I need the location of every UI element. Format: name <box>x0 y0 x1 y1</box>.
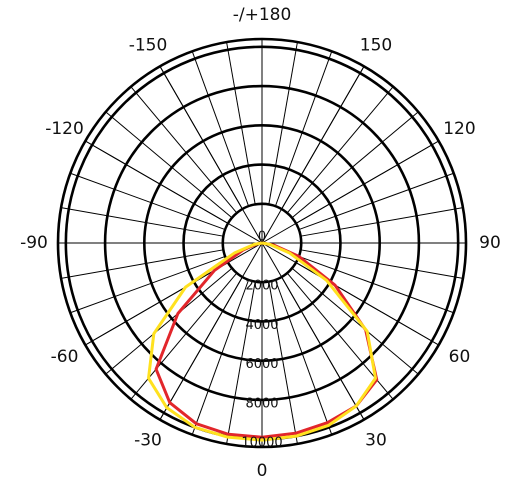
angle-tick-label: 120 <box>443 119 475 139</box>
spoke <box>105 267 233 375</box>
intensity-curve <box>147 241 377 442</box>
ring <box>182 163 342 323</box>
angle-grid-line <box>261 242 439 346</box>
angle-grid-line <box>159 66 263 244</box>
spoke <box>268 281 298 444</box>
spoke <box>105 111 233 219</box>
angle-tick-label: -120 <box>45 119 84 139</box>
angle-tick-label: 0 <box>257 461 268 481</box>
outer-ring <box>56 37 468 449</box>
spoke <box>300 249 463 279</box>
angle-tick-label: 90 <box>479 233 501 253</box>
angle-grid-line <box>159 242 263 420</box>
intensity-curve <box>154 241 379 439</box>
angle-tick-label: 30 <box>365 430 387 450</box>
spoke <box>130 86 238 214</box>
spoke <box>226 281 256 444</box>
radial-tick-label: 6000 <box>245 357 278 372</box>
spoke <box>298 255 454 314</box>
ring <box>221 202 303 284</box>
angle-grid-line <box>261 242 365 420</box>
angle-grid-line <box>85 242 263 346</box>
spoke <box>286 86 394 214</box>
angle-tick-label: -90 <box>20 233 48 253</box>
radial-tick-label: 2000 <box>245 279 278 294</box>
spoke <box>291 111 419 219</box>
spoke <box>61 207 224 237</box>
spoke <box>70 172 226 231</box>
angle-tick-label: 150 <box>360 36 392 56</box>
spoke <box>298 172 454 231</box>
spoke <box>268 42 298 205</box>
radial-tick-label: 8000 <box>245 396 278 411</box>
radial-tick-label: 0 <box>258 230 266 245</box>
spoke <box>300 207 463 237</box>
angle-tick-label: -30 <box>134 430 162 450</box>
angle-grid-line <box>261 140 439 244</box>
ring <box>143 124 381 362</box>
angle-grid-line <box>85 140 263 244</box>
radial-tick-label: 4000 <box>245 318 278 333</box>
spoke <box>226 42 256 205</box>
spoke <box>291 267 419 375</box>
radial-tick-label: 10000 <box>241 436 282 451</box>
angle-tick-label: 60 <box>449 347 471 367</box>
spoke <box>191 51 250 207</box>
angle-tick-label: -60 <box>51 347 79 367</box>
spoke <box>274 279 333 435</box>
angle-tick-label: -/+180 <box>233 5 292 25</box>
angle-tick-label: -150 <box>129 36 168 56</box>
ring <box>103 84 421 402</box>
spoke <box>191 279 250 435</box>
spoke <box>274 51 333 207</box>
angle-grid-line <box>261 66 365 244</box>
spoke <box>61 249 224 279</box>
spoke <box>70 255 226 314</box>
